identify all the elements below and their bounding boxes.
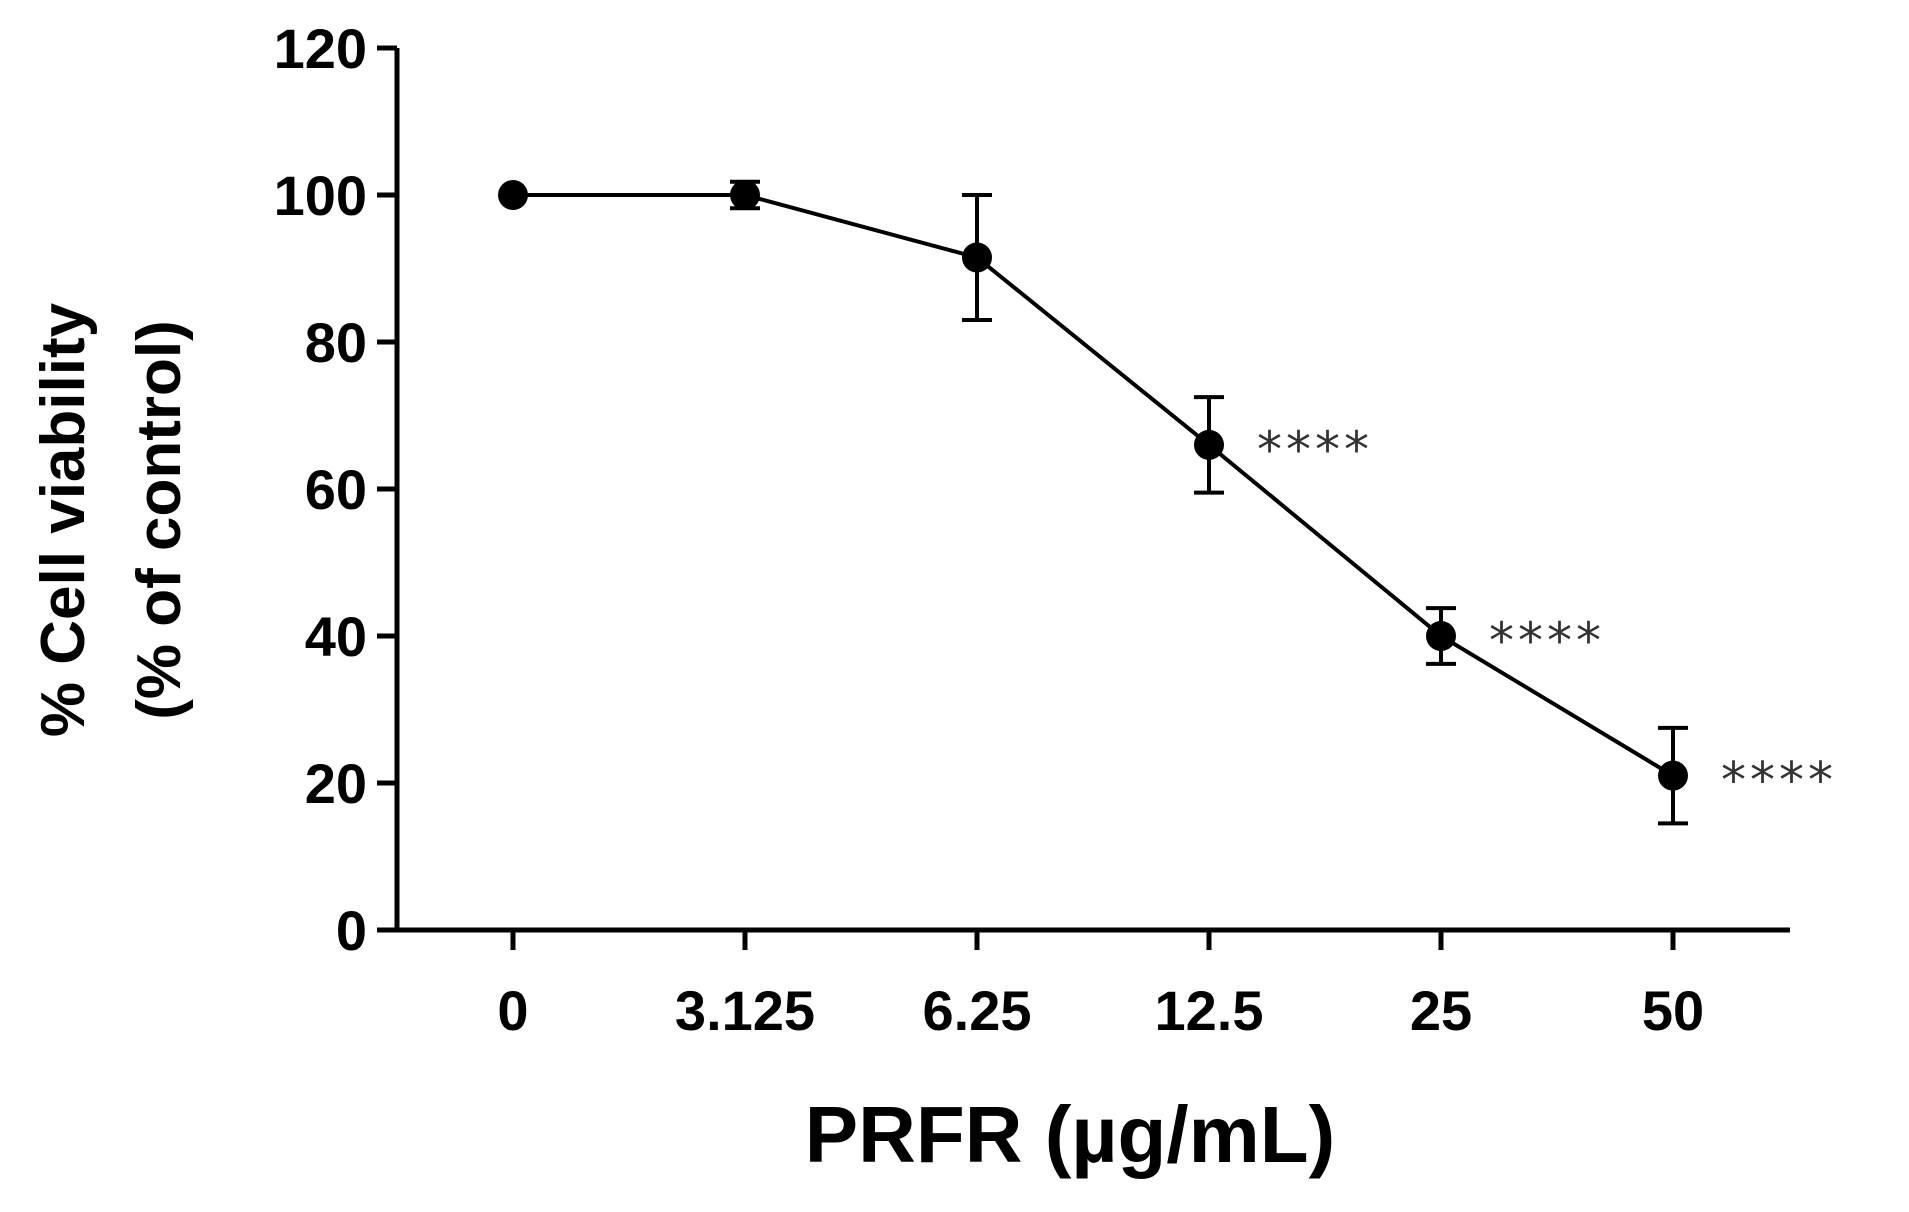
series-viability: **** **** **** [498, 179, 1837, 826]
y-ticks: 0 20 40 60 80 100 120 [274, 17, 397, 962]
y-tick-label: 40 [305, 605, 367, 668]
data-point [1426, 621, 1456, 651]
x-tick-label: 6.25 [923, 979, 1032, 1042]
y-tick-label: 80 [305, 311, 367, 374]
x-tick-label: 0 [497, 979, 528, 1042]
significance-label: **** [1489, 612, 1605, 670]
y-tick-label: 0 [336, 899, 367, 962]
y-axis: 0 20 40 60 80 100 120 [274, 17, 400, 962]
data-point [730, 180, 760, 210]
y-tick-label: 20 [305, 752, 367, 815]
y-axis-title-line1: % Cell viability [29, 302, 98, 737]
y-axis-title-line2: (% of control) [125, 320, 194, 720]
x-tick-label: 25 [1410, 979, 1472, 1042]
error-bars [730, 179, 1688, 826]
y-tick-label: 120 [274, 17, 367, 80]
data-point [498, 180, 528, 210]
data-point [962, 242, 992, 273]
data-point [1658, 760, 1688, 791]
x-ticks: 0 3.125 6.25 12.5 25 50 [497, 930, 1704, 1042]
x-axis: 0 3.125 6.25 12.5 25 50 [395, 927, 1790, 1042]
x-axis-title: PRFR (µg/mL) [805, 1090, 1335, 1179]
significance-label: **** [1257, 421, 1373, 479]
data-point [1194, 429, 1224, 460]
data-points [498, 180, 1688, 791]
series-line [513, 193, 1675, 778]
x-tick-label: 3.125 [675, 979, 815, 1042]
y-tick-label: 100 [274, 164, 367, 227]
x-tick-label: 50 [1642, 979, 1704, 1042]
x-tick-label: 12.5 [1155, 979, 1264, 1042]
y-tick-label: 60 [305, 458, 367, 521]
significance-label: **** [1721, 752, 1837, 810]
significance-labels: **** **** **** [1257, 421, 1837, 810]
